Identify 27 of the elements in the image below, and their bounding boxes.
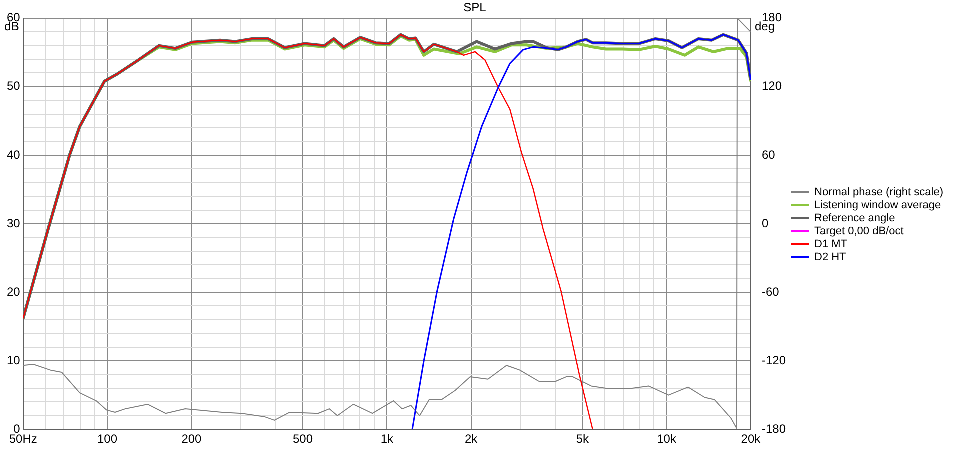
y2-tick-label: 180: [762, 10, 782, 25]
x-tick-label: 500: [292, 432, 314, 446]
y2-tick-label: 120: [762, 79, 782, 94]
y2-tick-label: -120: [762, 353, 786, 368]
legend-label: D1 MT: [814, 238, 848, 251]
x-tick-label: 100: [98, 432, 118, 446]
legend-label: Listening window average: [814, 200, 942, 212]
x-tick-label: 2k: [465, 432, 479, 446]
legend-label: D2 HT: [814, 252, 847, 264]
y-tick-label: 40: [6, 148, 21, 162]
x-tick-label: 200: [182, 432, 202, 446]
y-tick-label: 10: [6, 353, 21, 368]
y-tick-label: 50: [6, 79, 21, 94]
legend-label: Reference angle: [814, 212, 896, 225]
x-tick-label: 1k: [380, 432, 394, 446]
x-tick-label: 20k: [741, 432, 762, 446]
y-tick-label: 20: [6, 284, 21, 299]
y-tick-label: 30: [6, 216, 21, 230]
y2-tick-label: -180: [762, 422, 786, 436]
legend-label: Normal phase (right scale): [814, 186, 944, 199]
x-tick-label: 5k: [576, 432, 590, 446]
chart-title: SPL: [464, 0, 487, 15]
y2-tick-label: -60: [762, 284, 780, 299]
x-tick-label: 10k: [657, 432, 678, 446]
legend-label: Target 0,00 dB/oct: [814, 226, 904, 238]
y2-tick-label: 0: [762, 216, 769, 230]
y2-tick-label: 60: [762, 148, 776, 162]
